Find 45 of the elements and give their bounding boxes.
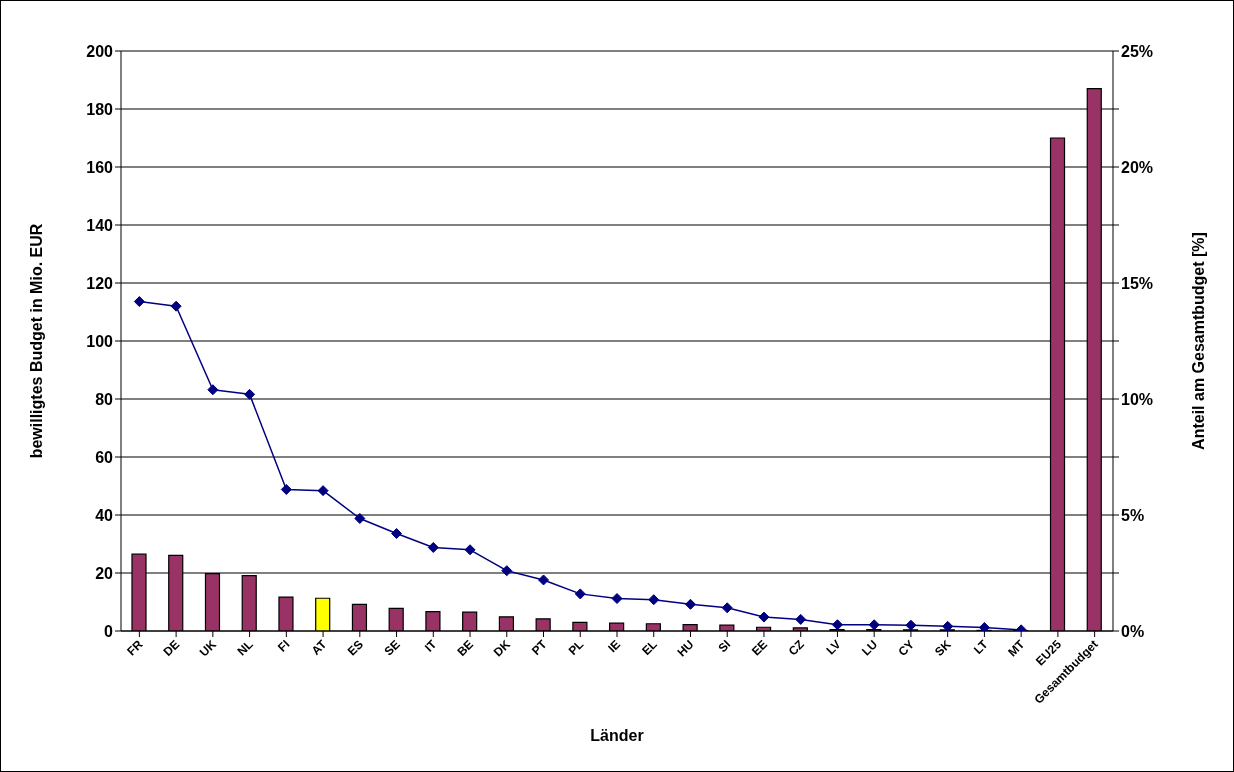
y-tick-label: 20 <box>95 564 114 582</box>
y-tick-label: 200 <box>86 42 114 60</box>
x-tick-label: CZ <box>785 637 807 659</box>
y-axis-title: bewilligtes Budget in Mio. EUR <box>27 223 45 459</box>
y2-tick-label: 15% <box>1121 274 1154 292</box>
y-tick-label: 0 <box>104 622 114 640</box>
y-tick-label: 80 <box>95 390 114 408</box>
y-tick-label: 140 <box>86 216 114 234</box>
x-tick-label: HU <box>674 637 697 660</box>
x-tick-label: ES <box>344 637 366 659</box>
y-tick-label: 180 <box>86 100 114 118</box>
x-tick-label: BE <box>454 637 477 659</box>
y2-tick-label: 20% <box>1121 158 1154 176</box>
x-tick-label: SE <box>381 637 403 659</box>
x-tick-label: FI <box>275 637 293 655</box>
x-tick-label: PT <box>528 636 551 658</box>
x-tick-label: LV <box>823 637 844 658</box>
x-tick-label: FR <box>124 636 146 659</box>
x-tick-label: IE <box>605 637 624 656</box>
y2-tick-label: 0% <box>1121 622 1145 640</box>
x-axis-title: Länder <box>590 727 644 744</box>
x-tick-label: IT <box>421 636 440 655</box>
x-tick-label: PL <box>565 637 587 658</box>
x-tick-label: AT <box>308 636 330 658</box>
y-tick-label: 40 <box>95 506 114 524</box>
y2-tick-label: 5% <box>1121 506 1145 524</box>
x-tick-label: SI <box>715 637 734 656</box>
x-tick-label: UK <box>196 636 220 660</box>
x-tick-label: MT <box>1005 636 1028 660</box>
x-tick-label: DK <box>490 636 514 660</box>
x-tick-label: EE <box>748 637 771 659</box>
x-tick-label: NL <box>234 637 256 659</box>
y-tick-label: 120 <box>86 274 114 292</box>
x-tick-label: EL <box>639 637 660 658</box>
x-tick-label: CY <box>895 637 918 659</box>
y2-axis-title: Anteil am Gesamtbudget [%] <box>1189 232 1207 450</box>
y-tick-label: 160 <box>86 158 114 176</box>
x-tick-label: LU <box>859 637 881 659</box>
x-tick-label: LT <box>970 636 991 657</box>
y-tick-label: 60 <box>95 448 114 466</box>
y2-tick-label: 10% <box>1121 390 1154 408</box>
y2-tick-label: 25% <box>1121 42 1154 60</box>
x-tick-label: SK <box>932 636 955 659</box>
y-tick-label: 100 <box>86 332 114 350</box>
x-tick-label: DE <box>160 637 183 659</box>
